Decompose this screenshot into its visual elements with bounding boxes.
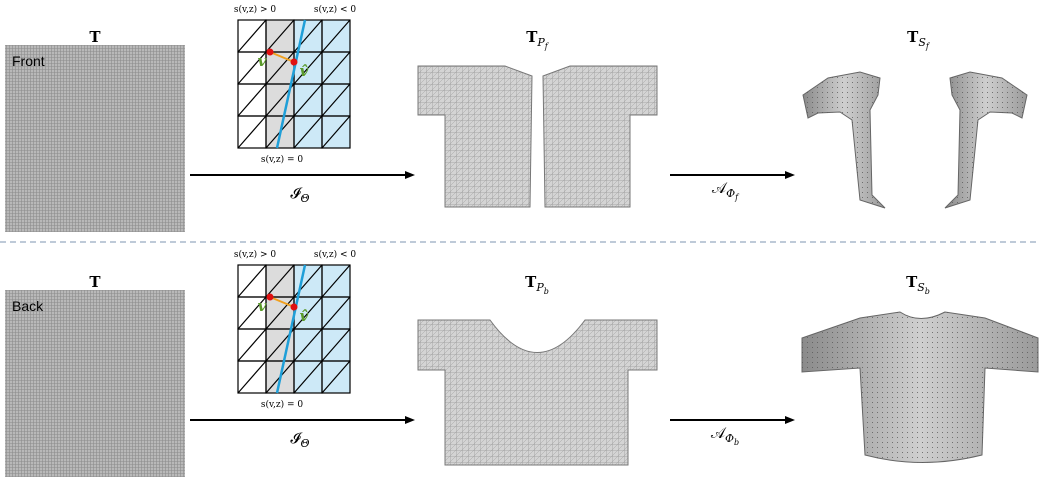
zero-label: s(v,z) = 0 — [261, 154, 304, 165]
arrow-head — [785, 416, 795, 424]
grid-diagonal — [238, 20, 266, 52]
texture-label: T — [89, 273, 101, 291]
grid-diagonal — [238, 116, 266, 148]
deform-label: 𝒜Φb — [711, 424, 739, 447]
texture-label: T — [89, 28, 101, 46]
shape-label-subsub: b — [925, 287, 930, 296]
texture — [5, 45, 185, 232]
mapping-label-sub: Θ — [301, 437, 310, 450]
vertex-label: v — [258, 297, 267, 315]
projected-vertex — [291, 59, 298, 66]
mapping-label: 𝓘Θ — [290, 184, 309, 205]
side-label: Front — [12, 53, 45, 69]
side-label: Back — [12, 298, 44, 314]
vertex — [267, 49, 274, 56]
shape-label: TSf — [907, 28, 931, 51]
deform-label: 𝒜Φf — [712, 179, 740, 202]
vertex — [267, 294, 274, 301]
projected-label: v̂ — [300, 62, 309, 80]
positive-label: s(v,z) > 0 — [234, 4, 277, 15]
front-shape — [803, 72, 1027, 208]
pattern-label: TPb — [525, 273, 549, 296]
back-shape — [802, 312, 1038, 463]
figure: T Front v v̂ s(v,z) > 0 s(v,z) < 0 s(v,z) = 0 𝓘… — [0, 0, 1040, 485]
deform-label-subsub: b — [734, 438, 739, 447]
shape-label: TSb — [906, 273, 930, 296]
arrow-head — [405, 416, 415, 424]
mapping-label: 𝓘Θ — [290, 429, 309, 450]
front-pattern — [418, 66, 657, 207]
arrow-head — [785, 171, 795, 179]
texture — [5, 290, 185, 477]
grid-diagonal — [238, 361, 266, 393]
deform-label-sub: Φ — [726, 187, 735, 200]
positive-label: s(v,z) > 0 — [234, 249, 277, 260]
grid-diagonal — [238, 329, 266, 361]
back-pattern — [418, 320, 657, 465]
shape-label-subsub: f — [925, 42, 931, 51]
vertex-label: v — [258, 52, 267, 70]
pattern-label: TPf — [526, 28, 550, 51]
projected-vertex — [291, 304, 298, 311]
grid-diagonal — [238, 265, 266, 297]
pattern-label-subsub: b — [544, 287, 549, 296]
pattern-label-subsub: f — [544, 42, 550, 51]
grid-diagonal — [238, 84, 266, 116]
deform-label-subsub: f — [734, 193, 740, 202]
zero-label: s(v,z) = 0 — [261, 399, 304, 410]
mapping-label-sub: Θ — [301, 192, 310, 205]
projected-label: v̂ — [300, 307, 309, 325]
negative-label: s(v,z) < 0 — [314, 4, 357, 15]
arrow-head — [405, 171, 415, 179]
negative-label: s(v,z) < 0 — [314, 249, 357, 260]
deform-label-sub: Φ — [725, 432, 734, 445]
